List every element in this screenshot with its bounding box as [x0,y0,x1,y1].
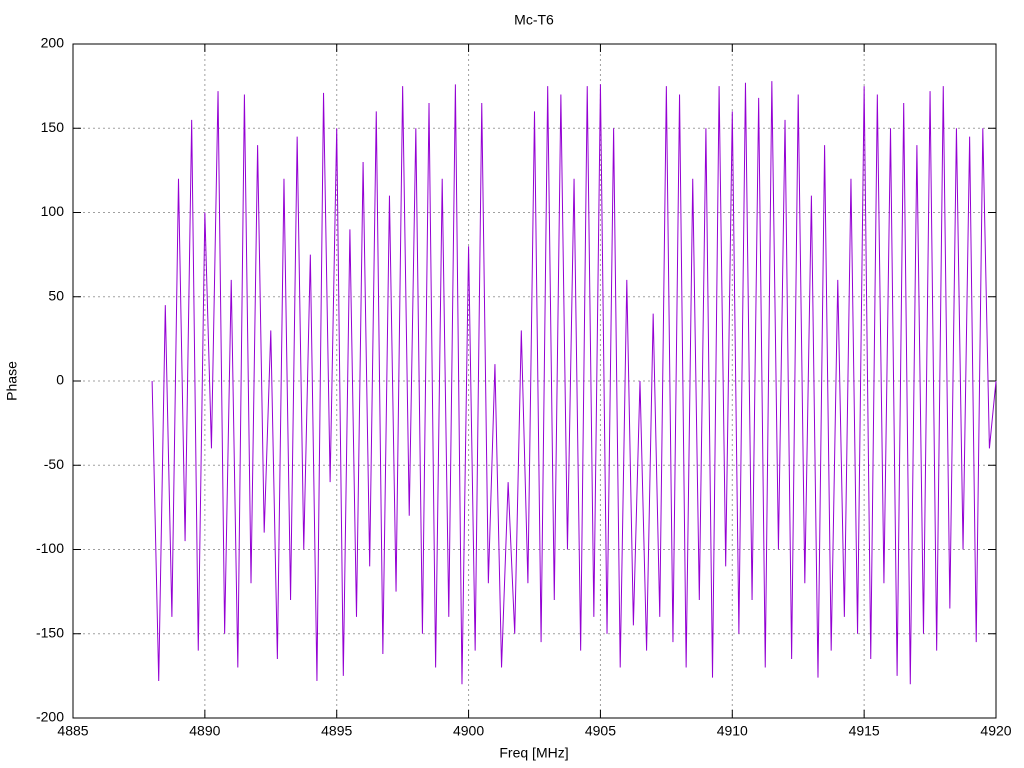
y-tick-label: 0 [56,372,64,388]
x-tick-label: 4910 [717,723,748,739]
y-tick-label: -150 [36,624,64,640]
x-axis-label: Freq [MHz] [499,745,568,761]
y-tick-label: 100 [41,203,65,219]
y-tick-label: -100 [36,540,64,556]
x-tick-label: 4920 [980,723,1011,739]
y-tick-label: -50 [44,456,64,472]
y-axis-label: Phase [4,361,20,401]
x-tick-label: 4885 [57,723,88,739]
x-tick-label: 4890 [189,723,220,739]
chart-title: Mc-T6 [514,12,554,28]
x-tick-label: 4895 [321,723,352,739]
x-tick-label: 4915 [849,723,880,739]
y-tick-label: -200 [36,709,64,725]
y-tick-label: 150 [41,119,65,135]
data-line [151,81,997,685]
x-tick-label: 4905 [585,723,616,739]
y-tick-label: 200 [41,35,65,51]
y-tick-label: 50 [48,287,64,303]
x-tick-label: 4900 [453,723,484,739]
